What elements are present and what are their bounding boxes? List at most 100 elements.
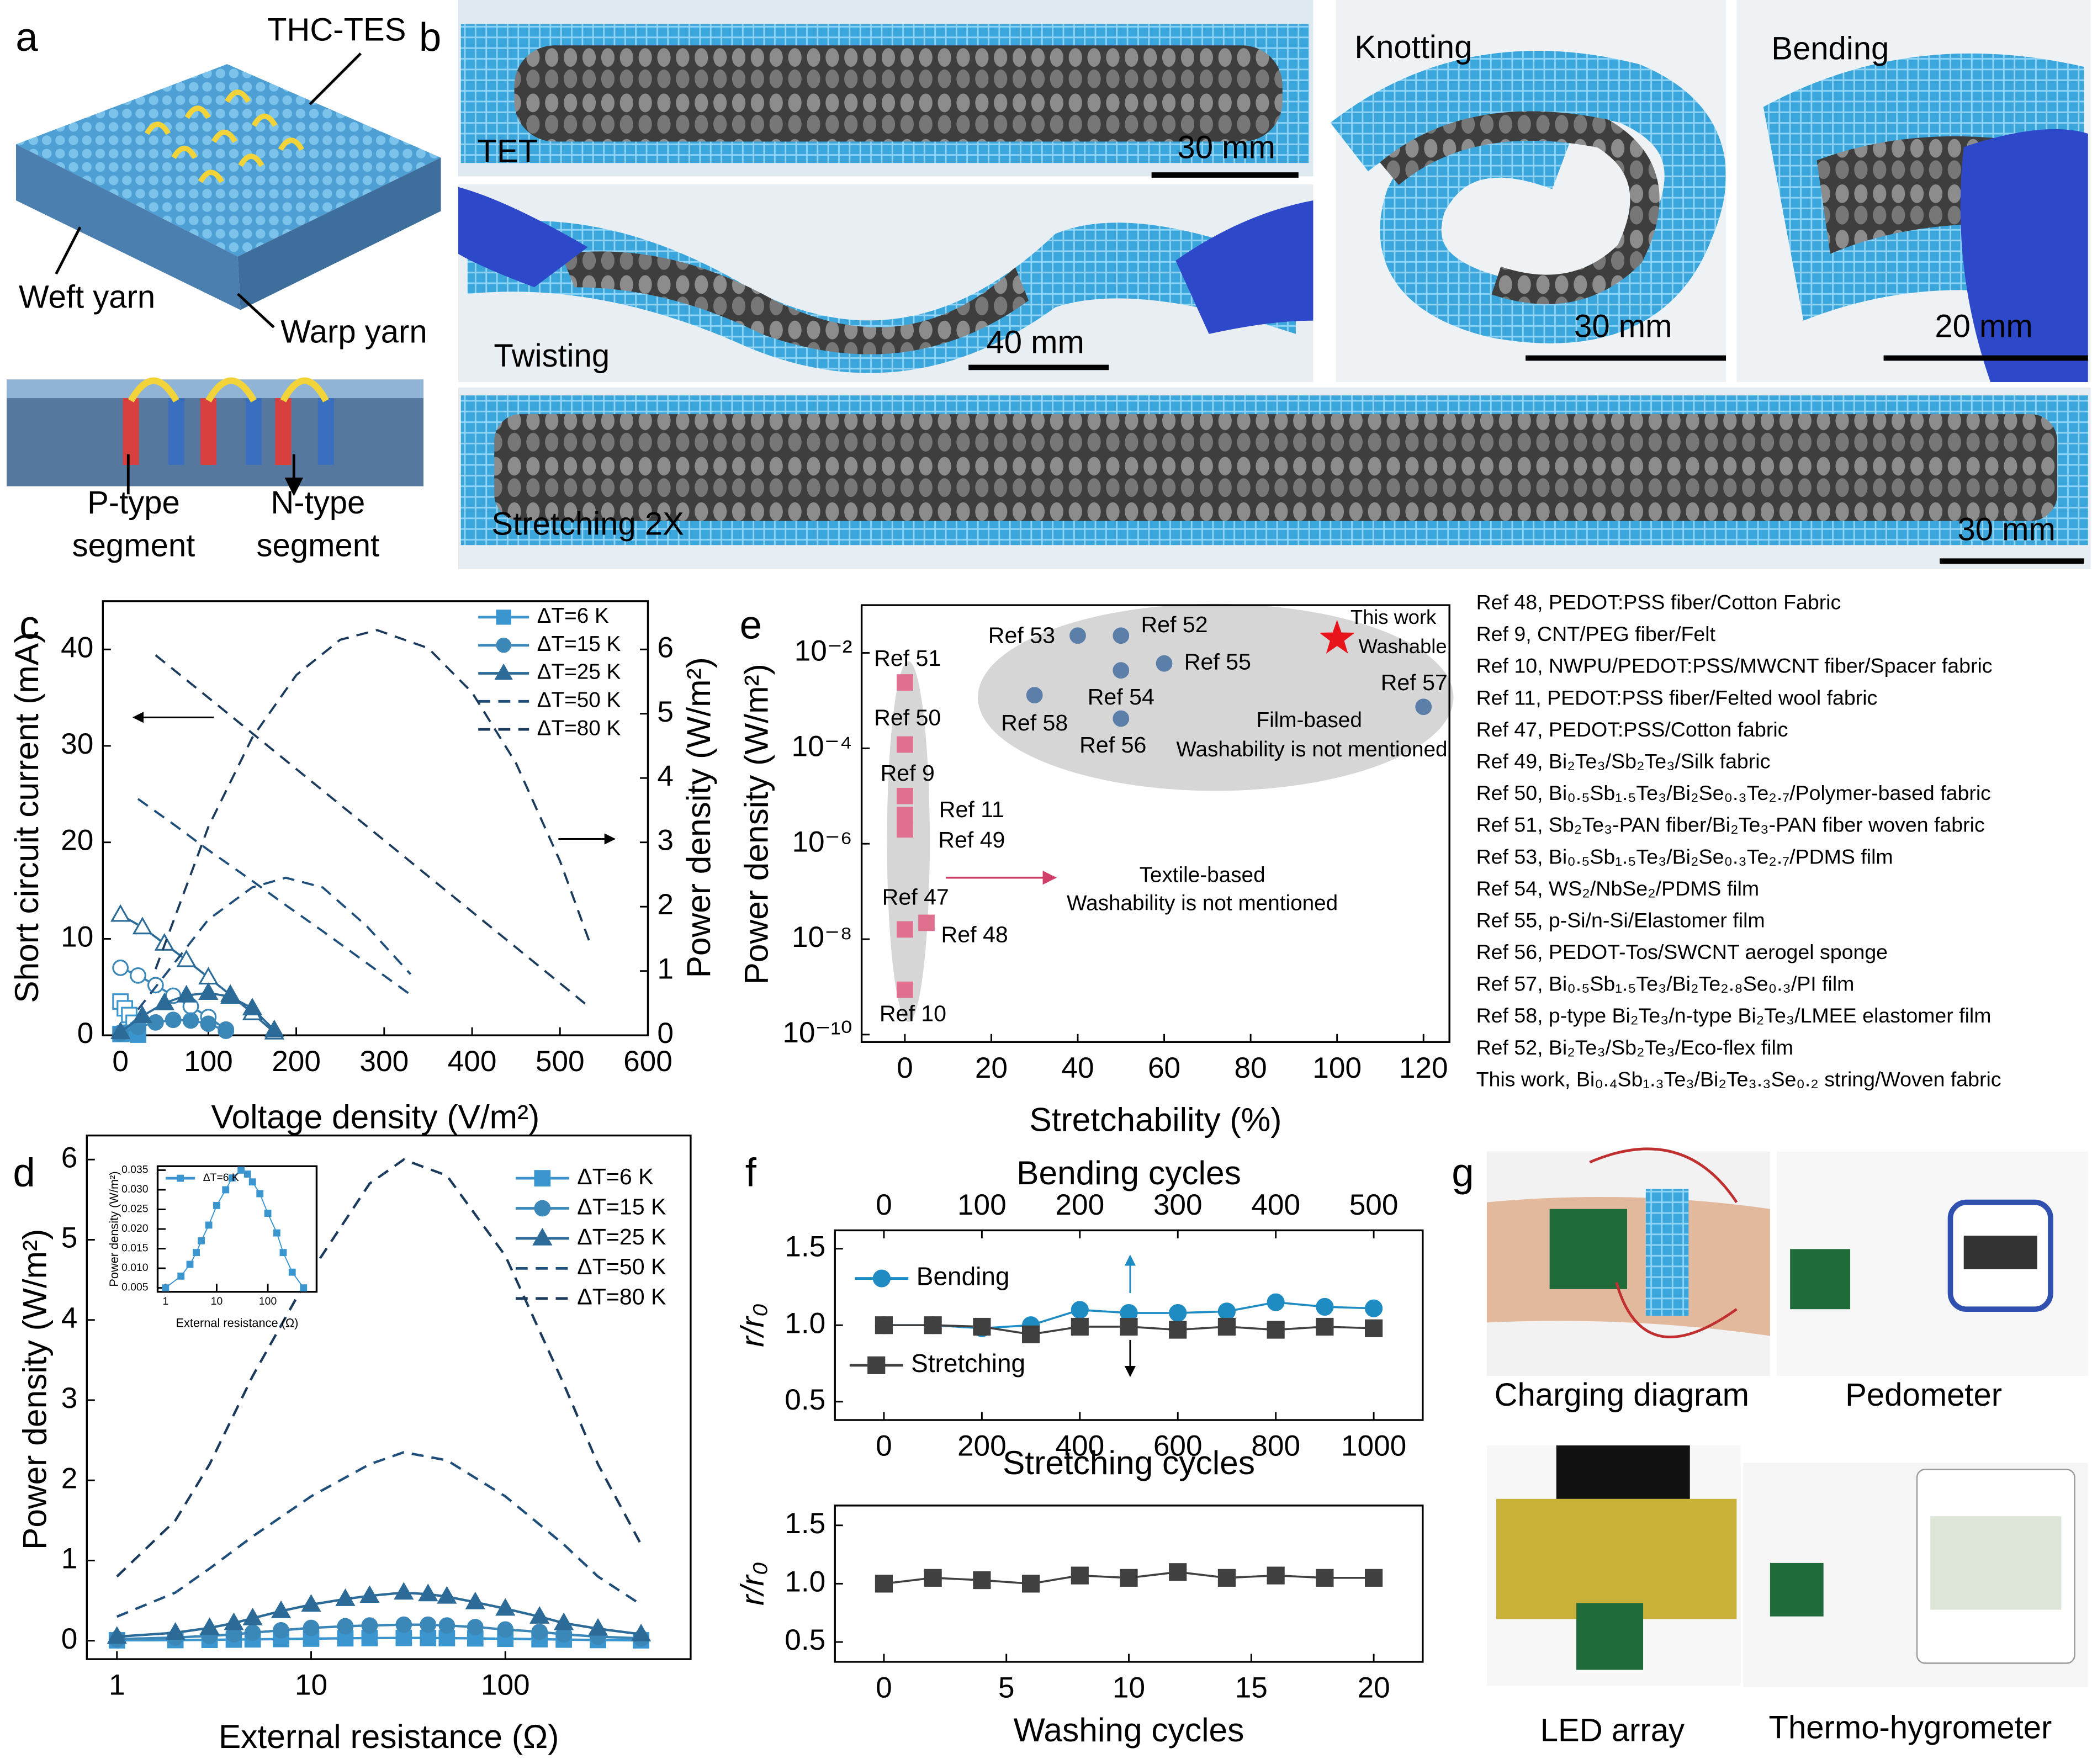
reference: Ref 55, p-Si/n-Si/Elastomer film: [1476, 908, 1765, 931]
x-tick-label: 20: [975, 1052, 1008, 1084]
marker: [1120, 1317, 1138, 1336]
x-tick-label: 0: [876, 1672, 892, 1704]
y-tick-label: 5: [61, 1222, 78, 1254]
marker: [242, 998, 263, 1016]
plot-frame: [102, 600, 649, 1036]
x-tick-label: 0: [876, 1189, 892, 1221]
point-label: Ref 58: [1001, 710, 1068, 735]
marker: [1169, 1563, 1187, 1581]
point-label: Ref 51: [874, 645, 941, 671]
marker: [553, 1612, 574, 1630]
marker: [1267, 1321, 1285, 1339]
marker: [1156, 655, 1173, 672]
axis-label: External resistance (Ω): [176, 1316, 299, 1330]
series-line: [137, 798, 411, 996]
marker: [199, 1617, 220, 1635]
x-tick-label: 200: [957, 1430, 1007, 1463]
y-tick-label: 1: [657, 953, 674, 986]
marker: [924, 1316, 942, 1334]
marker: [1316, 1297, 1334, 1316]
y-tick-label: 6: [657, 631, 674, 664]
annotation: Film-based: [1256, 708, 1362, 732]
marker: [243, 1170, 251, 1178]
marker: [531, 1623, 548, 1640]
x-tick-label: 0: [112, 1045, 129, 1078]
x-tick-label: 500: [1349, 1189, 1399, 1221]
x-tick-label: 20: [1357, 1672, 1390, 1704]
label: THC-TES: [267, 12, 406, 47]
reference: Ref 54, WS₂/NbSe₂/PDMS film: [1476, 877, 1760, 900]
marker: [361, 1617, 378, 1634]
legend-label: ΔT=6 K: [577, 1164, 653, 1189]
x-tick-label: 10: [211, 1295, 223, 1307]
marker: [587, 1618, 608, 1636]
panel-label: d: [13, 1150, 35, 1195]
legend-label: ΔT=50 K: [577, 1254, 666, 1279]
legend-marker: [532, 1227, 553, 1246]
marker: [897, 787, 913, 804]
x-tick-label: 5: [998, 1672, 1015, 1704]
marker: [875, 1316, 893, 1334]
marker: [631, 1623, 652, 1641]
scale-bar-label: 20 mm: [1935, 309, 2032, 345]
label: Bending: [1771, 30, 1889, 66]
x-tick-label: 600: [1153, 1430, 1203, 1463]
marker: [279, 1249, 287, 1257]
panel-g-photos: [1486, 1147, 2088, 1687]
x-tick-label: 200: [272, 1045, 321, 1078]
marker: [162, 1284, 170, 1292]
x-tick-label: 500: [536, 1045, 585, 1078]
y-tick-label: 0.035: [121, 1164, 148, 1176]
marker: [198, 967, 219, 985]
marker: [112, 959, 129, 976]
x-tick-label: 800: [1251, 1430, 1300, 1463]
marker: [176, 984, 197, 1003]
marker: [1319, 619, 1355, 654]
marker: [897, 674, 913, 691]
y-tick-label: 10⁻²: [795, 635, 852, 668]
reference: Ref 48, PEDOT:PSS fiber/Cotton Fabric: [1476, 591, 1841, 614]
marker: [1071, 1301, 1089, 1319]
marker: [418, 1583, 438, 1602]
marker: [256, 1190, 264, 1198]
axis-label: Voltage density (V/m²): [211, 1098, 539, 1136]
y-tick-label: 20: [61, 824, 93, 857]
marker: [1071, 1566, 1089, 1585]
axis-label: Stretchability (%): [1029, 1100, 1281, 1138]
marker: [1113, 662, 1130, 679]
marker: [301, 1594, 321, 1612]
marker: [1415, 698, 1432, 716]
marker: [1113, 627, 1130, 644]
marker: [924, 1569, 942, 1587]
marker: [437, 1586, 457, 1604]
annotation: Washable: [1359, 635, 1447, 658]
label: Knotting: [1354, 29, 1472, 65]
marker: [395, 1616, 412, 1633]
y-tick-label: 3: [657, 824, 674, 857]
x-tick-label: 100: [481, 1669, 530, 1702]
scale-bar-label: 30 mm: [1177, 129, 1275, 165]
marker: [1069, 627, 1086, 644]
annotation: This work: [1350, 606, 1437, 628]
legend-label: ΔT=80 K: [577, 1284, 666, 1310]
marker: [303, 1619, 320, 1636]
marker: [222, 1186, 230, 1194]
marker: [465, 1591, 485, 1609]
marker: [420, 1616, 437, 1633]
legend-label: ΔT=25 K: [537, 660, 621, 684]
reference: Ref 50, Bi₀.₅Sb₁.₅Te₃/Bi₂Se₀.₃Te₂.₇/Poly…: [1476, 781, 1991, 804]
marker: [130, 967, 146, 984]
axis-label: Power density (W/m²): [680, 657, 717, 978]
legend-label: ΔT=80 K: [537, 716, 621, 740]
point-label: Ref 10: [880, 1001, 946, 1026]
reference: Ref 56, PEDOT-Tos/SWCNT aerogel sponge: [1476, 940, 1888, 963]
x-tick-label: 100: [1312, 1052, 1362, 1084]
marker: [1071, 1317, 1089, 1336]
label: N-type: [271, 485, 365, 521]
y-tick-label: 10⁻¹⁰: [782, 1016, 852, 1049]
y-tick-label: 10⁻⁴: [792, 730, 852, 762]
scale-bar-label: 30 mm: [1574, 309, 1672, 345]
marker: [248, 1178, 256, 1186]
legend-label: Stretching: [911, 1349, 1025, 1378]
